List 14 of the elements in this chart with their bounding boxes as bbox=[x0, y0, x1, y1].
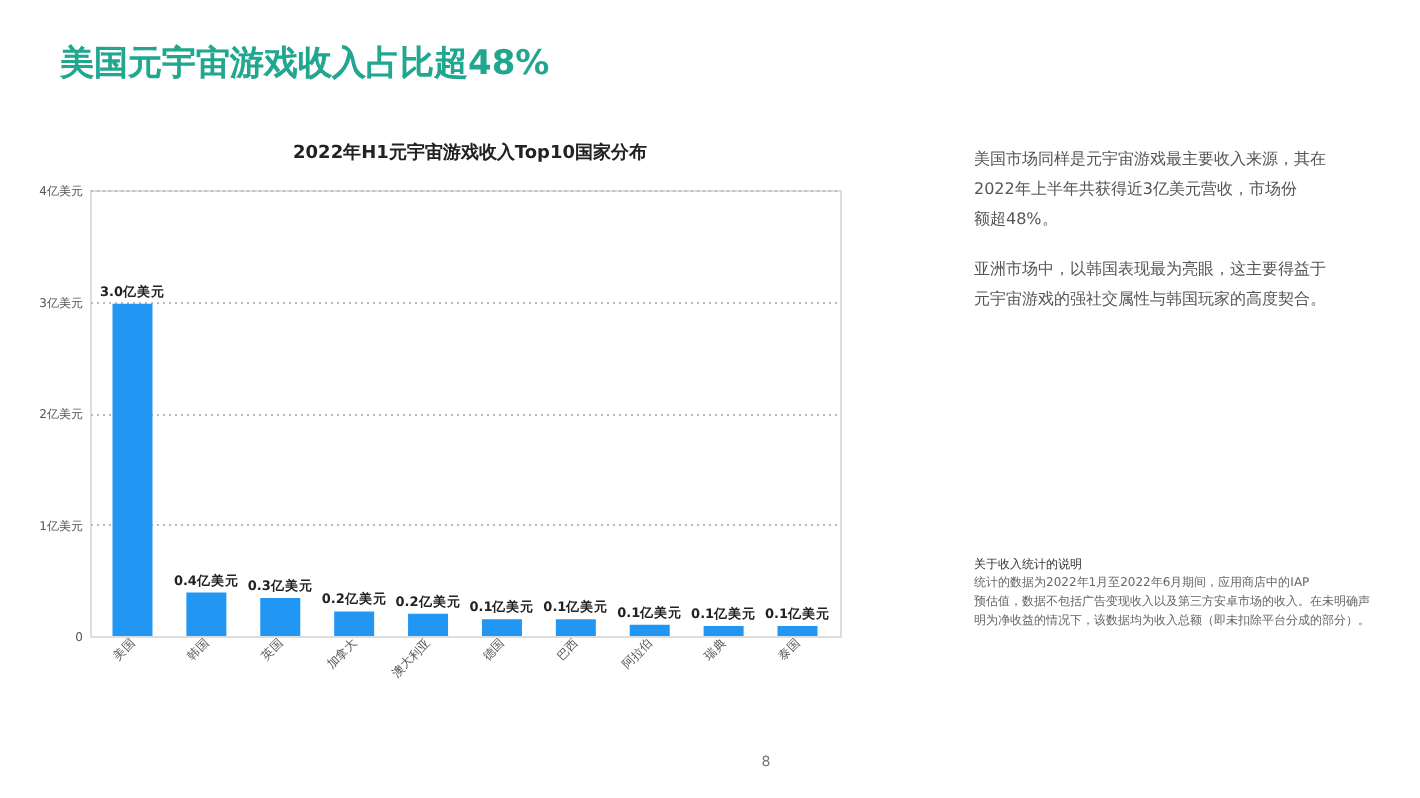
text: 美国市场同样是元宇宙游戏最主要收入来源，其在2022年上半年共获得近3亿美元营收，市场份额超48%。 bbox=[974, 150, 1326, 228]
bar bbox=[555, 619, 596, 636]
bar bbox=[408, 613, 449, 636]
bar bbox=[481, 619, 522, 636]
bar bbox=[112, 303, 153, 636]
chart-title: 美国元宇宙游戏收入占比超48% bbox=[58, 44, 550, 84]
bar bbox=[186, 592, 227, 636]
bar bbox=[777, 625, 818, 636]
text: 亚洲市场中，以韩国表现最为亮眼，这主要得益于元宇宙游戏的强社交属性与韩国玩家的高度契合。 bbox=[974, 260, 1326, 308]
bar bbox=[629, 624, 670, 636]
bar bbox=[334, 611, 375, 636]
chart-subtitle: 2022年H1元宇宙游戏收入Top10国家分布 bbox=[293, 142, 647, 164]
bar bbox=[703, 625, 744, 636]
bar bbox=[260, 598, 301, 636]
